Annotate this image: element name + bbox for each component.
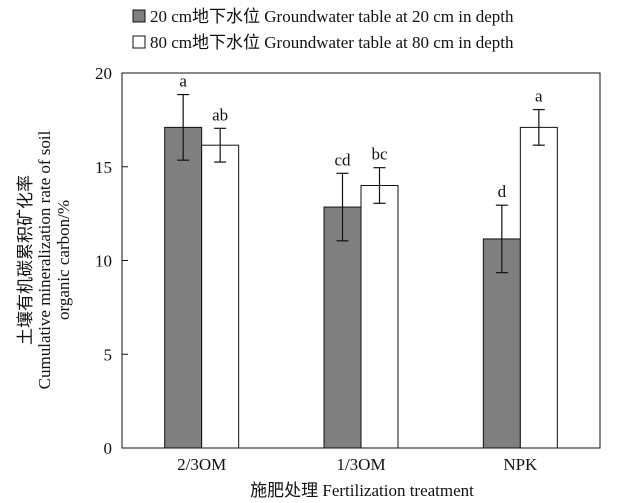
y-axis-title-line-3: organic carbon/%	[54, 200, 73, 320]
y-axis-title-line-2: Cumulative mineralization rate of soil	[35, 130, 54, 389]
legend-entry-series-2: 80 cm地下水位 Groundwater table at 80 cm in …	[132, 33, 514, 52]
significance-label: bc	[371, 145, 388, 164]
bar	[482, 238, 521, 449]
significance-label: ab	[212, 105, 228, 124]
legend-label-series-2: 80 cm地下水位 Groundwater table at 80 cm in …	[150, 33, 514, 52]
x-tick-label: NPK	[503, 455, 538, 474]
y-axis-title-line-1: 土壤有机碳累积矿化率	[15, 175, 35, 345]
legend-entry-series-1: 20 cm地下水位 Groundwater table at 20 cm in …	[132, 7, 514, 26]
significance-label: cd	[334, 150, 351, 169]
legend-label-series-1: 20 cm地下水位 Groundwater table at 20 cm in …	[150, 7, 514, 26]
legend: 20 cm地下水位 Groundwater table at 20 cm in …	[132, 7, 514, 52]
x-tick-label: 1/3OM	[336, 455, 385, 474]
y-tick-label: 0	[104, 439, 113, 458]
bar	[360, 185, 399, 449]
y-tick-label: 5	[104, 345, 113, 364]
legend-swatch-series-2	[132, 35, 146, 49]
x-tick-label: 2/3OM	[177, 455, 226, 474]
bar	[519, 126, 558, 449]
x-axis-title: 施肥处理 Fertilization treatment	[250, 481, 474, 500]
y-tick-label: 15	[95, 158, 112, 177]
plot-area: 0 5 10 15 20 2/3OM a ab 1/3OM cd bc NPK d a	[95, 64, 601, 474]
y-tick-label: 20	[95, 64, 112, 83]
bar	[164, 126, 203, 449]
legend-swatch-series-1	[132, 9, 146, 23]
y-axis-title: 土壤有机碳累积矿化率 Cumulative mineralization rat…	[15, 130, 73, 389]
significance-label: d	[498, 182, 507, 201]
bar	[323, 206, 362, 449]
significance-label: a	[179, 72, 187, 91]
bar	[201, 144, 240, 449]
y-tick-label: 10	[95, 252, 112, 271]
significance-label: a	[535, 87, 543, 106]
